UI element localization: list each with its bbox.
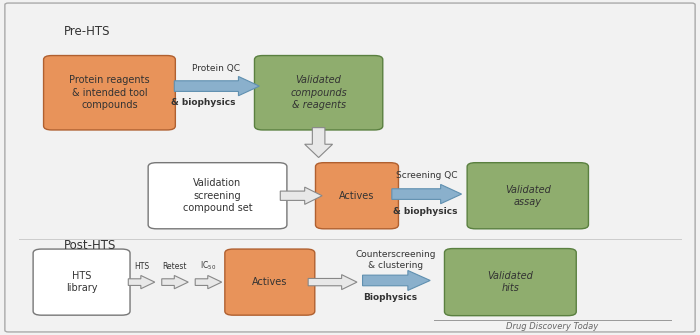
Text: Validation
screening
compound set: Validation screening compound set: [183, 178, 252, 213]
Text: Post-HTS: Post-HTS: [64, 239, 116, 252]
Text: Pre-HTS: Pre-HTS: [64, 25, 111, 38]
Text: Actives: Actives: [252, 277, 288, 287]
FancyBboxPatch shape: [467, 163, 589, 229]
FancyBboxPatch shape: [5, 3, 695, 332]
Text: IC$_{50}$: IC$_{50}$: [199, 260, 216, 272]
Text: Protein reagents
& intended tool
compounds: Protein reagents & intended tool compoun…: [69, 75, 150, 110]
Polygon shape: [363, 270, 430, 290]
Text: HTS: HTS: [134, 262, 149, 271]
Text: Drug Discovery Today: Drug Discovery Today: [506, 323, 598, 331]
FancyBboxPatch shape: [316, 163, 398, 229]
Text: HTS
library: HTS library: [66, 271, 97, 293]
Polygon shape: [174, 76, 260, 96]
Polygon shape: [280, 187, 322, 204]
Polygon shape: [308, 275, 357, 289]
Text: Validated
hits: Validated hits: [487, 271, 533, 293]
FancyBboxPatch shape: [43, 56, 175, 130]
Text: Biophysics: Biophysics: [363, 293, 417, 302]
FancyBboxPatch shape: [225, 249, 315, 315]
Polygon shape: [304, 128, 332, 157]
FancyBboxPatch shape: [148, 163, 287, 229]
Text: & biophysics: & biophysics: [172, 98, 236, 107]
Polygon shape: [128, 275, 155, 289]
Text: Actives: Actives: [340, 191, 374, 201]
Text: Validated
compounds
& reagents: Validated compounds & reagents: [290, 75, 347, 110]
FancyBboxPatch shape: [33, 249, 130, 315]
Text: Counterscreening
& clustering: Counterscreening & clustering: [355, 250, 435, 270]
Text: Protein QC: Protein QC: [192, 64, 240, 73]
Polygon shape: [392, 185, 461, 204]
Polygon shape: [195, 275, 222, 289]
FancyBboxPatch shape: [444, 249, 576, 316]
Text: & biophysics: & biophysics: [393, 207, 458, 216]
FancyBboxPatch shape: [255, 56, 383, 130]
Text: Validated
assay: Validated assay: [505, 185, 551, 207]
Text: Screening QC: Screening QC: [396, 171, 457, 180]
Text: Retest: Retest: [162, 262, 187, 271]
Polygon shape: [162, 275, 188, 289]
